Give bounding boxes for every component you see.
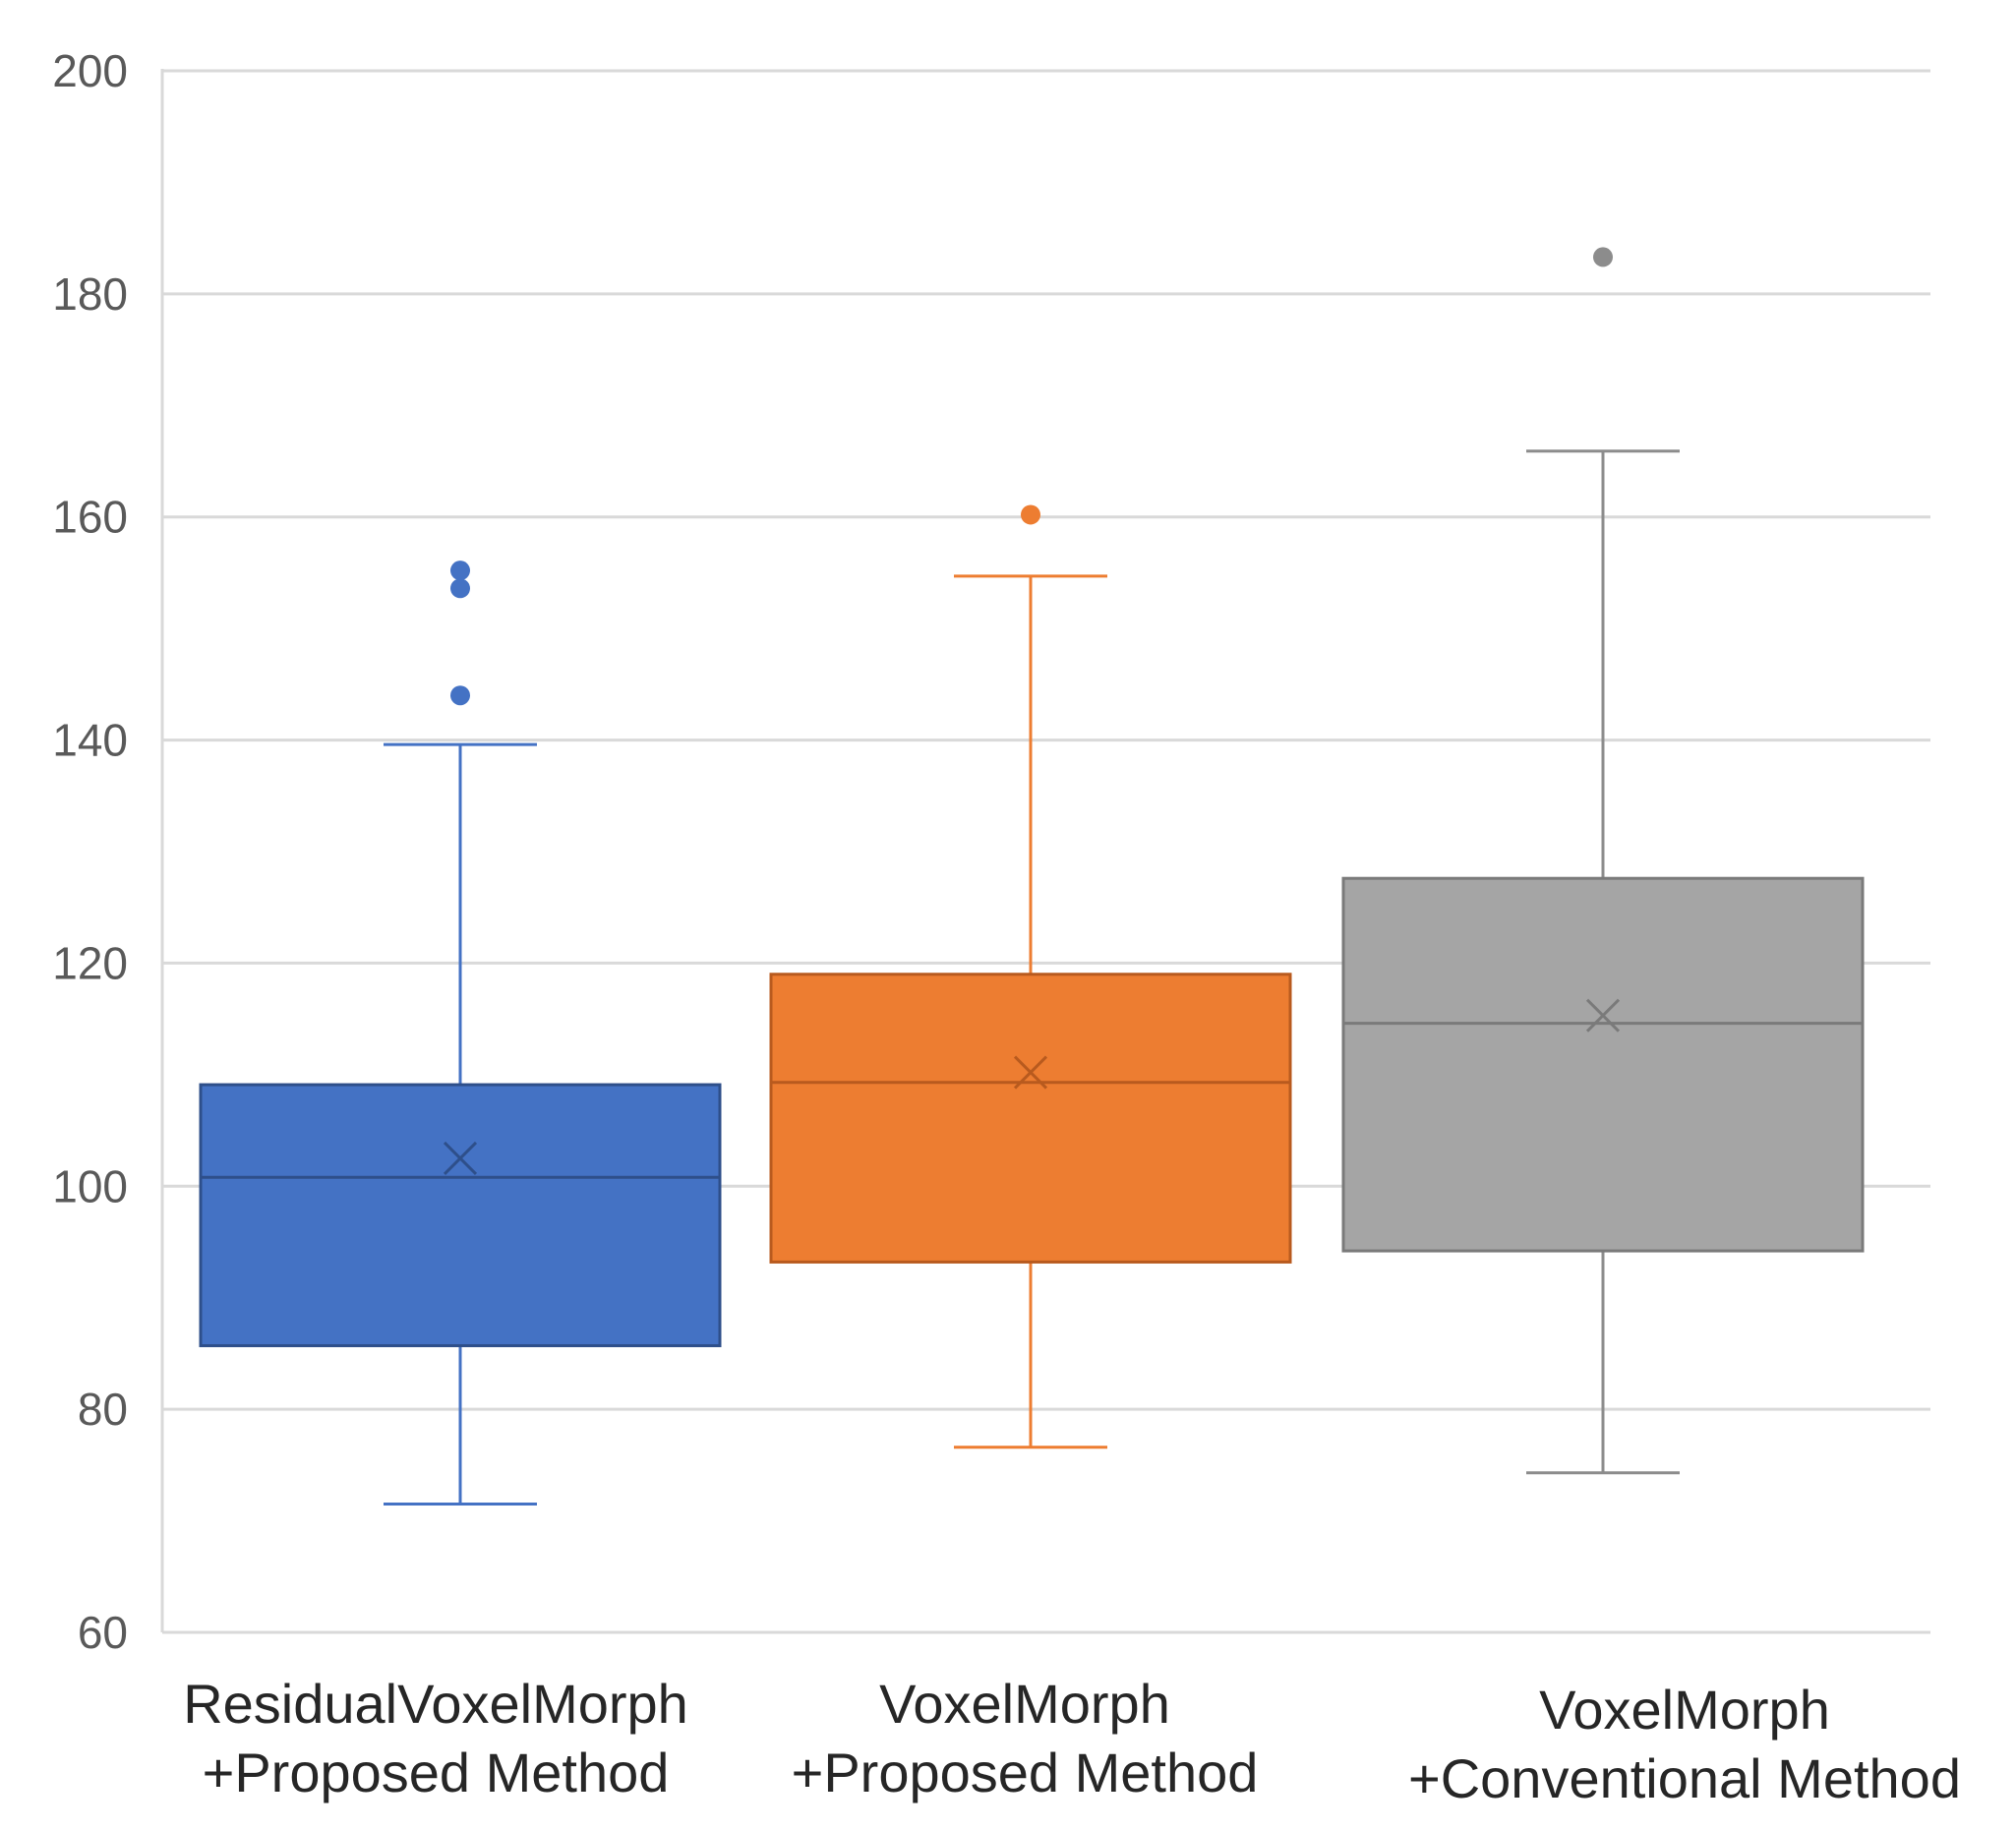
category-label-3-line-1: VoxelMorph xyxy=(1539,1679,1830,1741)
box-group-1 xyxy=(199,561,722,1506)
outlier-point-3 xyxy=(450,685,470,706)
y-axis: 60 80 100 120 140 160 180 200 xyxy=(52,45,164,1658)
y-tick-label-180: 180 xyxy=(52,268,128,320)
category-labels: ResidualVoxelMorph +Proposed Method VoxelM… xyxy=(183,1673,1961,1809)
y-tick-label-80: 80 xyxy=(78,1384,128,1435)
category-label-1-line-2: +Proposed Method xyxy=(203,1742,670,1803)
iqr-box xyxy=(1341,876,1865,1253)
category-label-2-line-1: VoxelMorph xyxy=(879,1673,1170,1735)
gridlines xyxy=(162,69,1930,1634)
y-tick-label-160: 160 xyxy=(52,492,128,543)
y-tick-label-140: 140 xyxy=(52,715,128,766)
outlier-point-1 xyxy=(450,561,470,581)
box-series xyxy=(199,247,1865,1506)
mean-marker-b xyxy=(443,1141,478,1175)
category-label-3-line-2: +Conventional Method xyxy=(1408,1747,1961,1809)
outlier-point-1 xyxy=(1593,247,1613,267)
mean-marker-b xyxy=(1585,998,1621,1033)
iqr-box xyxy=(199,1083,722,1347)
y-tick-label-100: 100 xyxy=(52,1160,128,1211)
y-tick-label-200: 200 xyxy=(52,45,128,96)
category-label-2-line-2: +Proposed Method xyxy=(792,1742,1259,1803)
box-group-2 xyxy=(769,504,1292,1449)
category-label-1-line-1: ResidualVoxelMorph xyxy=(183,1673,688,1735)
y-tick-label-120: 120 xyxy=(52,937,128,988)
y-tick-label-60: 60 xyxy=(78,1607,128,1658)
mean-marker-b xyxy=(1013,1055,1048,1090)
box-group-3 xyxy=(1341,247,1865,1475)
iqr-box xyxy=(769,973,1292,1264)
outlier-point-1 xyxy=(1021,504,1040,525)
outlier-point-2 xyxy=(450,578,470,599)
